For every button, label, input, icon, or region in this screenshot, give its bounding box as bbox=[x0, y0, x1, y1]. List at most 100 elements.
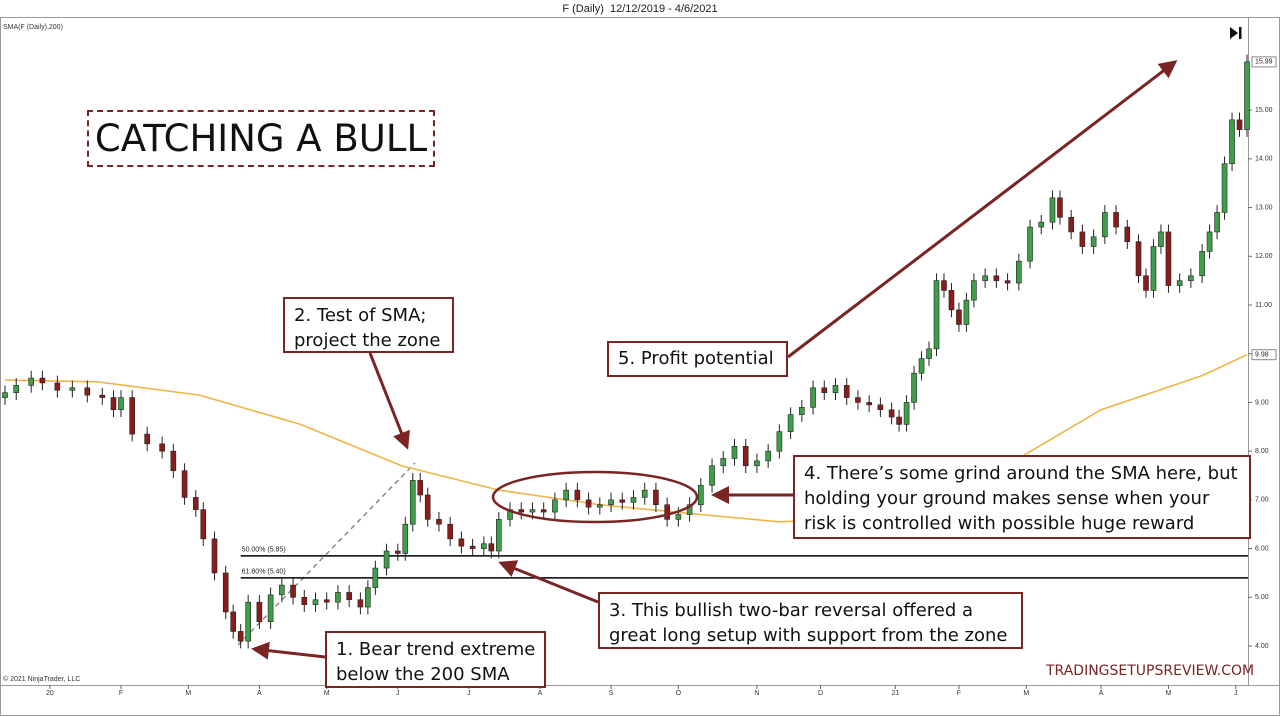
y-tick-label: 5.00 bbox=[1255, 594, 1269, 601]
candle-body bbox=[170, 450, 177, 471]
candle-body bbox=[971, 280, 977, 301]
y-tick-label: 7.00 bbox=[1255, 497, 1269, 504]
candle-body bbox=[1068, 217, 1074, 233]
candle-body bbox=[877, 404, 884, 411]
end-button[interactable] bbox=[1230, 27, 1242, 39]
candle-body bbox=[1221, 163, 1228, 213]
x-tick-label: A bbox=[1099, 690, 1104, 697]
candle-body bbox=[518, 509, 525, 513]
candle-body bbox=[843, 385, 850, 398]
x-tick-label: S bbox=[609, 690, 614, 697]
candle-body bbox=[256, 601, 263, 622]
candle-body bbox=[585, 499, 592, 508]
candle-body bbox=[1165, 231, 1172, 286]
candle-body bbox=[821, 387, 828, 393]
annotation: 3. This bullish two-bar reversal offered… bbox=[598, 592, 1023, 649]
heading: CATCHING A BULL bbox=[94, 117, 428, 160]
candle-body bbox=[290, 584, 296, 598]
candle-body bbox=[888, 409, 895, 418]
candle-body bbox=[1143, 275, 1149, 291]
candle-body bbox=[28, 377, 34, 386]
price-box bbox=[1251, 349, 1277, 361]
candle-body bbox=[1135, 241, 1142, 277]
candle-body bbox=[39, 377, 46, 384]
candle-body bbox=[574, 489, 581, 501]
price-box bbox=[1251, 56, 1277, 68]
copyright: © 2021 NinjaTrader, LLC bbox=[3, 675, 80, 683]
y-tick-label: 15.00 bbox=[1255, 107, 1273, 114]
candle-body bbox=[765, 450, 771, 462]
annotation-line: 1. Bear trend extreme bbox=[336, 639, 536, 660]
candle-body bbox=[1016, 260, 1022, 284]
x-tick-label: N bbox=[754, 690, 759, 697]
x-tick-label: M bbox=[1166, 690, 1172, 697]
candle-body bbox=[230, 611, 236, 632]
candle-body bbox=[754, 460, 760, 467]
candle-body bbox=[357, 599, 364, 608]
candle-body bbox=[563, 489, 569, 501]
x-tick-label: J bbox=[396, 690, 400, 697]
candle-body bbox=[417, 480, 424, 496]
candle-body bbox=[552, 499, 558, 513]
candle-body bbox=[2, 392, 8, 398]
candle-body bbox=[941, 280, 947, 291]
level-label: 61.80% (5.40) bbox=[242, 569, 286, 576]
candle-body bbox=[948, 290, 955, 311]
x-tick-label: M bbox=[1023, 690, 1029, 697]
price-label: 9.98 bbox=[1255, 352, 1269, 359]
candle-body bbox=[1176, 280, 1183, 286]
candle-body bbox=[810, 387, 816, 408]
candle-body bbox=[383, 550, 390, 569]
y-tick-label: 11.00 bbox=[1255, 302, 1272, 309]
candle-body bbox=[1090, 236, 1097, 247]
y-tick-label: 13.00 bbox=[1255, 204, 1273, 211]
sma-line bbox=[4, 353, 1248, 523]
candle-body bbox=[896, 416, 902, 425]
candle-body bbox=[933, 280, 940, 350]
candle-body bbox=[529, 509, 536, 513]
candle-body bbox=[720, 458, 727, 467]
candle-body bbox=[731, 445, 738, 459]
candle-body bbox=[963, 299, 970, 325]
candle-body bbox=[1102, 212, 1108, 238]
candle-body bbox=[395, 550, 401, 554]
candle-body bbox=[1079, 231, 1086, 247]
candle-body bbox=[200, 509, 207, 540]
y-tick-label: 9.00 bbox=[1255, 399, 1269, 406]
annotation: 4. There’s some grind around the SMA her… bbox=[793, 455, 1251, 539]
x-tick-label: J bbox=[467, 690, 471, 697]
annotation-line: 2. Test of SMA; bbox=[294, 305, 427, 326]
candle-body bbox=[1113, 212, 1119, 228]
candle-body bbox=[641, 489, 648, 498]
candle-body bbox=[436, 519, 442, 525]
candle-body bbox=[469, 545, 476, 549]
candle-body bbox=[686, 504, 693, 515]
candle-body bbox=[267, 594, 274, 622]
annotation-line: project the zone bbox=[294, 330, 441, 351]
candle-body bbox=[159, 443, 165, 452]
x-tick-label: 21 bbox=[891, 690, 899, 697]
x-tick-label: J bbox=[1234, 690, 1238, 697]
candle-body bbox=[312, 599, 319, 605]
candle-body bbox=[540, 509, 547, 513]
candle-body bbox=[698, 484, 704, 506]
annotation: 5. Profit potential bbox=[607, 341, 788, 377]
y-tick-label: 4.00 bbox=[1255, 643, 1269, 650]
candle-body bbox=[54, 382, 61, 391]
projection-line bbox=[237, 462, 416, 646]
candle-body bbox=[424, 494, 431, 520]
candle-body bbox=[1124, 226, 1131, 242]
candle-body bbox=[13, 385, 20, 393]
annotation-line: great long setup with support from the z… bbox=[609, 625, 1008, 646]
candle-body bbox=[653, 489, 659, 506]
candle-body bbox=[192, 497, 199, 510]
candle-body bbox=[993, 275, 1000, 281]
candle-body bbox=[488, 543, 495, 552]
x-tick-label: F bbox=[957, 690, 961, 697]
candle-body bbox=[1199, 251, 1205, 277]
y-tick-label: 14.00 bbox=[1255, 156, 1273, 163]
candle-body bbox=[787, 414, 794, 432]
candle-body bbox=[1188, 275, 1194, 281]
candle-body bbox=[1206, 231, 1213, 252]
